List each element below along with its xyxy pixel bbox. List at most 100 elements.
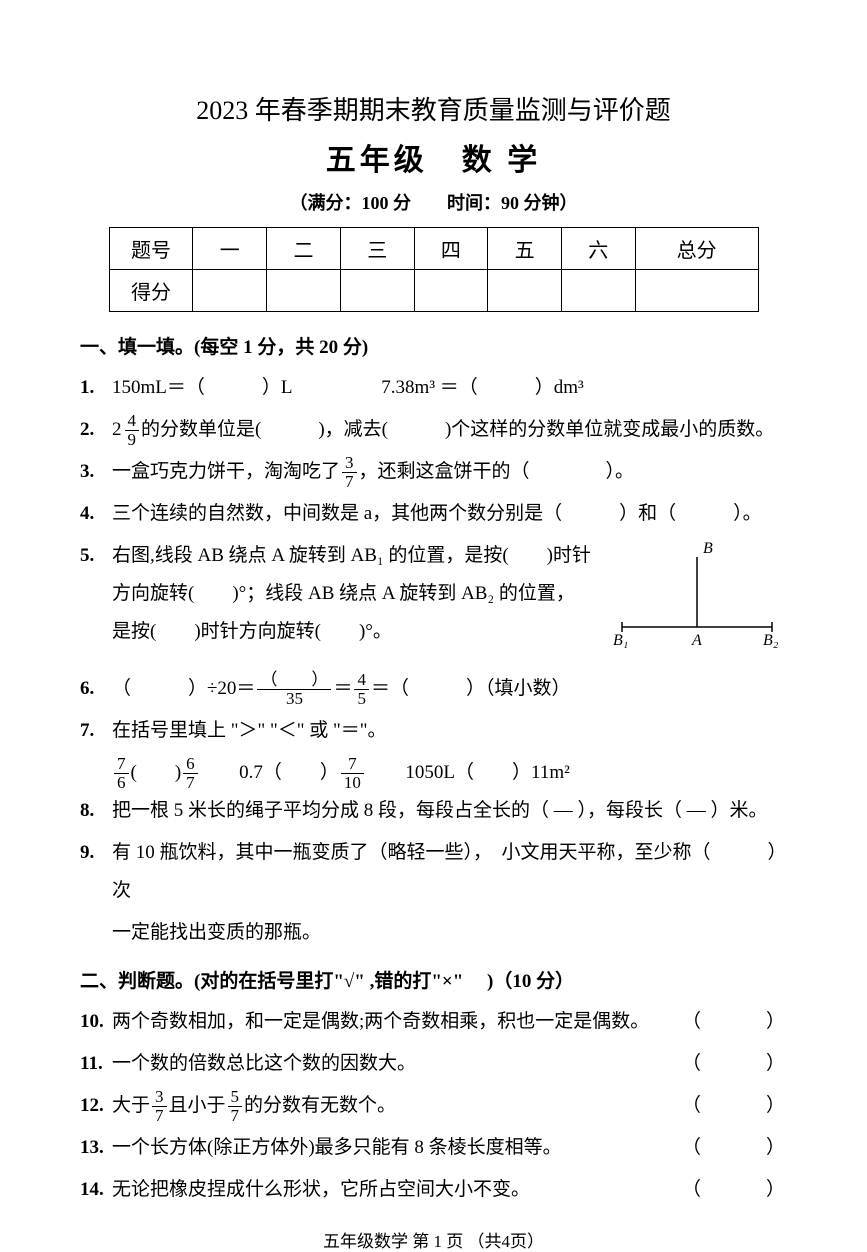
q-content: 有 10 瓶饮料，其中一瓶变质了（略轻一些）， 小文用天平称，至少称（ ）次 bbox=[112, 834, 787, 910]
judge-bracket: （ ） bbox=[682, 1003, 787, 1041]
th-section: 二 bbox=[267, 228, 341, 270]
q1-part-b: 7.38m³ ＝（ ）dm³ bbox=[381, 377, 583, 398]
q5-text: 右图,线段 AB 绕点 A 旋转到 AB₁ 的位置，是按( )时针 方向旋转( … bbox=[112, 537, 607, 651]
fraction: 37 bbox=[152, 1088, 167, 1125]
judge-bracket: （ ） bbox=[682, 1045, 787, 1083]
q-number: 1. bbox=[80, 369, 112, 407]
table-row: 题号 一 二 三 四 五 六 总分 bbox=[109, 228, 758, 270]
q5-diagram: B B₁ A B₂ bbox=[607, 537, 787, 666]
th-total: 总分 bbox=[635, 228, 758, 270]
judge-bracket: （ ） bbox=[682, 1129, 787, 1167]
fraction: 45 bbox=[354, 671, 369, 708]
fraction: 67 bbox=[183, 755, 198, 792]
q3-pre: 一盒巧克力饼干，淘淘吃了 bbox=[112, 461, 340, 482]
q11-text: 一个数的倍数总比这个数的因数大。 bbox=[112, 1053, 416, 1074]
q2-text: 的分数单位是( )，减去( )个这样的分数单位就变成最小的质数。 bbox=[141, 419, 774, 440]
fraction: 76 bbox=[114, 755, 129, 792]
q7-c: 1050L（ ）11m² bbox=[405, 762, 569, 783]
th-section: 三 bbox=[340, 228, 414, 270]
question-9: 9. 有 10 瓶饮料，其中一瓶变质了（略轻一些）， 小文用天平称，至少称（ ）… bbox=[80, 834, 787, 910]
question-8: 8. 把一根 5 米长的绳子平均分成 8 段，每段占全长的（ — ），每段长（ … bbox=[80, 792, 787, 830]
score-cell bbox=[193, 270, 267, 312]
q10-text: 两个奇数相加，和一定是偶数;两个奇数相乘，积也一定是偶数。 bbox=[112, 1011, 649, 1032]
question-1: 1. 150mL＝（ ）L 7.38m³ ＝（ ）dm³ bbox=[80, 369, 787, 407]
q-content: 两个奇数相加，和一定是偶数;两个奇数相乘，积也一定是偶数。 （ ） bbox=[112, 1003, 787, 1041]
fraction: （ ）35 bbox=[257, 671, 331, 708]
q6-mid: ＝ bbox=[333, 678, 352, 699]
q-number: 13. bbox=[80, 1129, 112, 1167]
question-10: 10. 两个奇数相加，和一定是偶数;两个奇数相乘，积也一定是偶数。 （ ） bbox=[80, 1003, 787, 1041]
score-cell bbox=[561, 270, 635, 312]
mixed-fraction: 2 49 bbox=[112, 411, 141, 449]
q14-text: 无论把橡皮捏成什么形状，它所占空间大小不变。 bbox=[112, 1179, 530, 1200]
th-section: 一 bbox=[193, 228, 267, 270]
q-number: 4. bbox=[80, 495, 112, 533]
q5-line3: 是按( )时针方向旋转( )°。 bbox=[112, 621, 392, 642]
q-content: 一个数的倍数总比这个数的因数大。 （ ） bbox=[112, 1045, 787, 1083]
judge-bracket: （ ） bbox=[682, 1171, 787, 1209]
q7-blank: ( ) bbox=[131, 762, 182, 783]
question-12: 12. 大于37且小于57的分数有无数个。 （ ） bbox=[80, 1087, 787, 1125]
q5-line1: 右图,线段 AB 绕点 A 旋转到 AB₁ 的位置，是按( )时针 bbox=[112, 545, 591, 566]
q7-b: 0.7（ ） bbox=[239, 762, 339, 783]
section-2-head: 二、判断题。(对的在括号里打"√" ,错的打"×" )（10 分） bbox=[80, 966, 787, 993]
question-4: 4. 三个连续的自然数，中间数是 a，其他两个数分别是（ ）和（ ）。 bbox=[80, 495, 787, 533]
q-content: 在括号里填上 "＞" "＜" 或 "＝"。 bbox=[112, 712, 787, 750]
q-content: 右图,线段 AB 绕点 A 旋转到 AB₁ 的位置，是按( )时针 方向旋转( … bbox=[112, 537, 787, 666]
q3-post: ，还剩这盒饼干的（ ）。 bbox=[359, 461, 635, 482]
score-cell bbox=[267, 270, 341, 312]
title-sub: 五年级 数 学 bbox=[80, 135, 787, 179]
q-content: 2 49 的分数单位是( )，减去( )个这样的分数单位就变成最小的质数。 bbox=[112, 411, 787, 449]
th-section: 五 bbox=[488, 228, 562, 270]
question-6: 6. （ ）÷20＝（ ）35＝45＝（ ）（填小数） bbox=[80, 670, 787, 708]
th-section: 六 bbox=[561, 228, 635, 270]
svg-text:B₁: B₁ bbox=[613, 632, 628, 649]
title-main: 2023 年春季期期末教育质量监测与评价题 bbox=[80, 90, 787, 127]
q-number: 7. bbox=[80, 712, 112, 750]
score-table: 题号 一 二 三 四 五 六 总分 得分 bbox=[109, 227, 759, 312]
score-cell bbox=[340, 270, 414, 312]
question-11: 11. 一个数的倍数总比这个数的因数大。 （ ） bbox=[80, 1045, 787, 1083]
question-13: 13. 一个长方体(除正方体外)最多只能有 8 条棱长度相等。 （ ） bbox=[80, 1129, 787, 1167]
q-number: 11. bbox=[80, 1045, 112, 1083]
question-2: 2. 2 49 的分数单位是( )，减去( )个这样的分数单位就变成最小的质数。 bbox=[80, 411, 787, 449]
q-content: 无论把橡皮捏成什么形状，它所占空间大小不变。 （ ） bbox=[112, 1171, 787, 1209]
q-number: 8. bbox=[80, 792, 112, 830]
q-number: 14. bbox=[80, 1171, 112, 1209]
q-number: 3. bbox=[80, 453, 112, 491]
q-number: 5. bbox=[80, 537, 112, 666]
th-label: 题号 bbox=[109, 228, 193, 270]
question-7: 7. 在括号里填上 "＞" "＜" 或 "＝"。 bbox=[80, 712, 787, 750]
q-content: 大于37且小于57的分数有无数个。 （ ） bbox=[112, 1087, 787, 1125]
q-number: 2. bbox=[80, 411, 112, 449]
question-14: 14. 无论把橡皮捏成什么形状，它所占空间大小不变。 （ ） bbox=[80, 1171, 787, 1209]
score-cell bbox=[414, 270, 488, 312]
exam-meta: （满分：100 分 时间：90 分钟） bbox=[80, 189, 787, 215]
q-content: 一盒巧克力饼干，淘淘吃了37，还剩这盒饼干的（ ）。 bbox=[112, 453, 787, 491]
q-content: 把一根 5 米长的绳子平均分成 8 段，每段占全长的（ — ），每段长（ — ）… bbox=[112, 792, 787, 830]
question-5: 5. 右图,线段 AB 绕点 A 旋转到 AB₁ 的位置，是按( )时针 方向旋… bbox=[80, 537, 787, 666]
q-content: 一个长方体(除正方体外)最多只能有 8 条棱长度相等。 （ ） bbox=[112, 1129, 787, 1167]
fraction: 37 bbox=[342, 454, 357, 491]
svg-text:B₂: B₂ bbox=[763, 632, 779, 649]
q5-line2: 方向旋转( )°；线段 AB 绕点 A 旋转到 AB₂ 的位置， bbox=[112, 583, 575, 604]
score-cell bbox=[488, 270, 562, 312]
svg-text:B: B bbox=[703, 540, 713, 557]
q-number: 9. bbox=[80, 834, 112, 910]
q-number: 12. bbox=[80, 1087, 112, 1125]
th-section: 四 bbox=[414, 228, 488, 270]
judge-bracket: （ ） bbox=[682, 1087, 787, 1125]
q-content: （ ）÷20＝（ ）35＝45＝（ ）（填小数） bbox=[112, 670, 787, 708]
q1-part-a: 150mL＝（ ）L bbox=[112, 377, 292, 398]
fraction: 57 bbox=[228, 1088, 243, 1125]
q6-post: ＝（ ）（填小数） bbox=[371, 678, 571, 699]
rotation-diagram-icon: B B₁ A B₂ bbox=[607, 537, 787, 652]
q12-mid: 且小于 bbox=[169, 1095, 226, 1116]
table-row: 得分 bbox=[109, 270, 758, 312]
q9-line2: 一定能找出变质的那瓶。 bbox=[112, 914, 787, 952]
q6-pre: （ ）÷20＝ bbox=[112, 678, 255, 699]
q-number: 6. bbox=[80, 670, 112, 708]
question-3: 3. 一盒巧克力饼干，淘淘吃了37，还剩这盒饼干的（ ）。 bbox=[80, 453, 787, 491]
q7-items: 76( )67 0.7（ ）710 1050L（ ）11m² bbox=[112, 754, 787, 792]
q-content: 150mL＝（ ）L 7.38m³ ＝（ ）dm³ bbox=[112, 369, 787, 407]
